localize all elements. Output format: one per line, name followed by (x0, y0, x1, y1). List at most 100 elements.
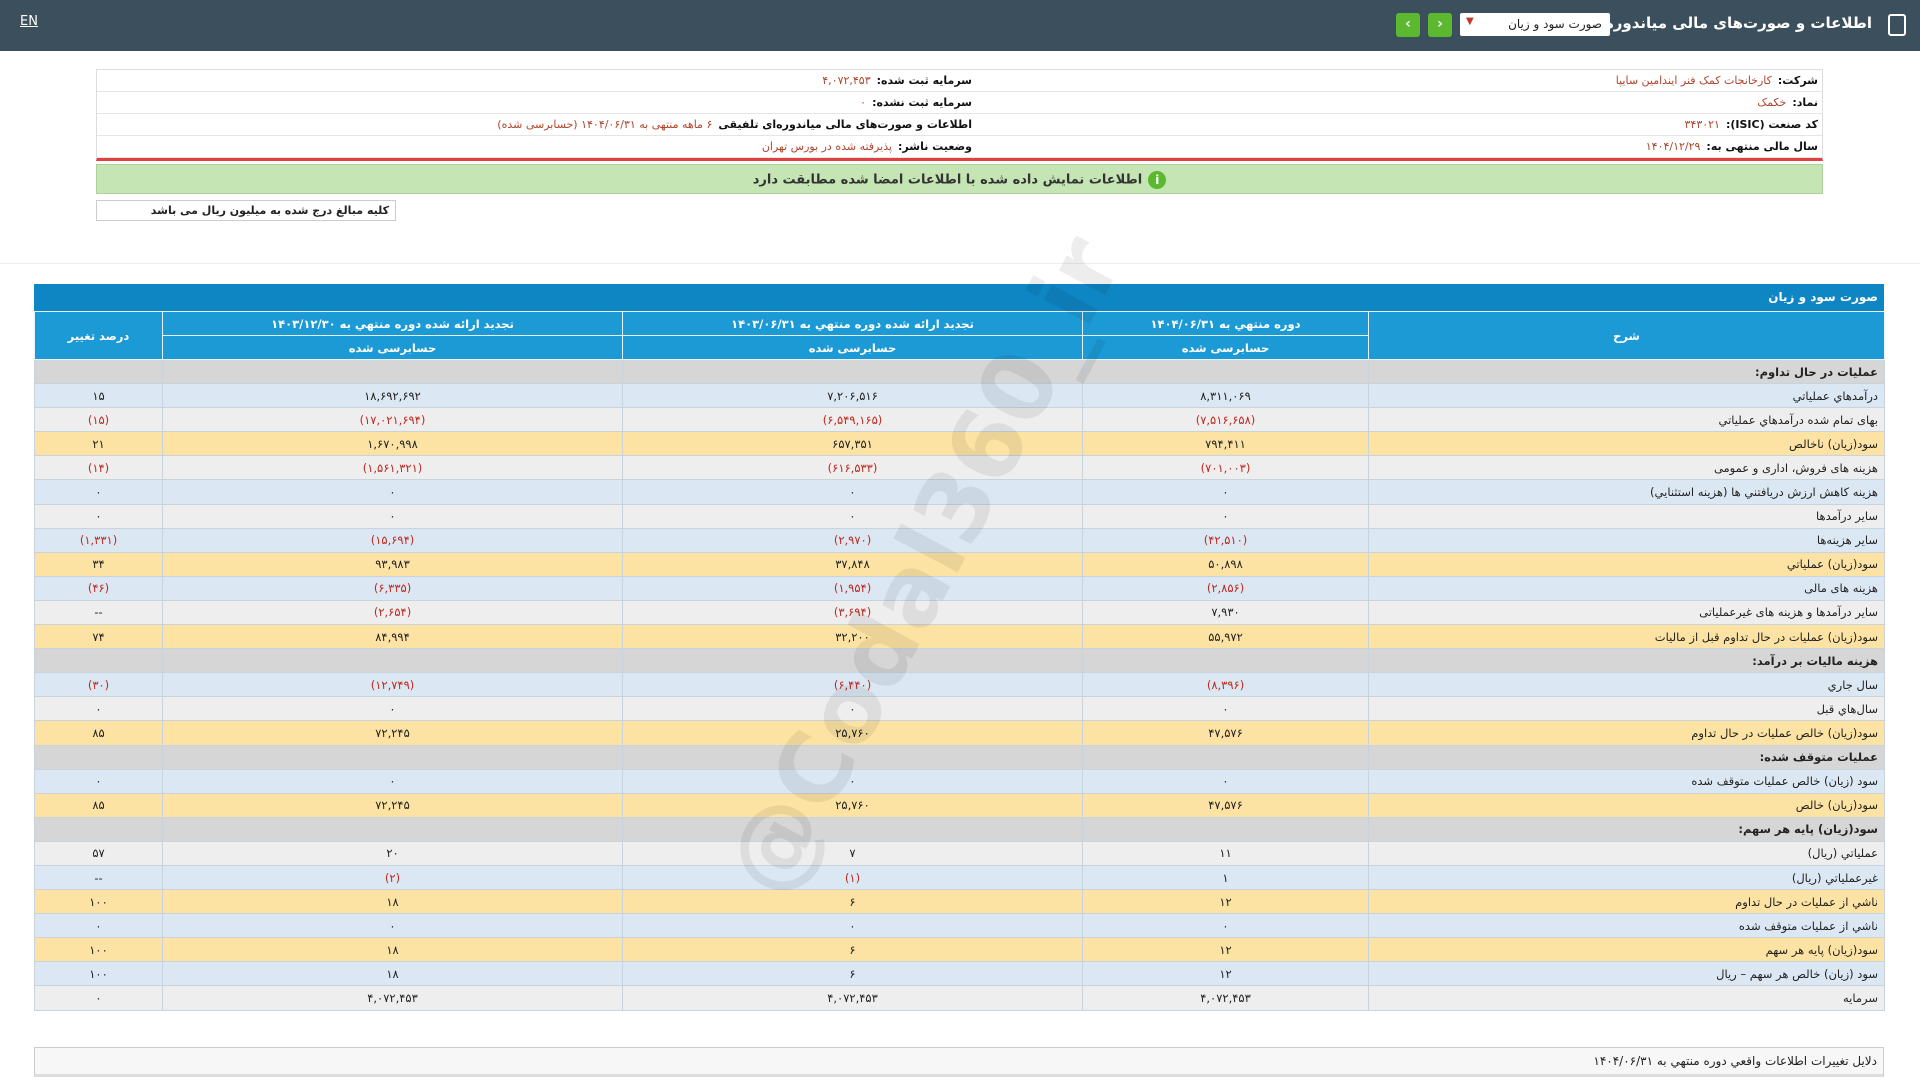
row-label: سود(زيان) پايه هر سهم (1369, 938, 1885, 962)
cell: ۷ (623, 841, 1083, 865)
cell: ۶ (623, 962, 1083, 986)
info-right: شرکت:کارخانجات کمک فنر ایندامین سایپا (1616, 74, 1818, 87)
empty-cell (163, 817, 623, 841)
cell: ۰ (1083, 914, 1369, 938)
cell: ۱۱ (1083, 841, 1369, 865)
cell: ۱ (1083, 865, 1369, 889)
cell: ۶ (623, 938, 1083, 962)
empty-cell (35, 649, 163, 673)
cell: ۴,۰۷۲,۴۵۳ (623, 986, 1083, 1010)
cell: (۳,۶۹۴) (623, 600, 1083, 624)
prev-button[interactable]: ‹ (1396, 13, 1420, 37)
data-row: ساير درآمدها و هزينه هاى غيرعملياتى۷,۹۳۰… (35, 600, 1885, 624)
cell: ۰ (623, 504, 1083, 528)
cell: ۰ (1083, 697, 1369, 721)
data-row: سود(زيان) خالص عمليات در حال تداوم۴۷,۵۷۶… (35, 721, 1885, 745)
empty-cell (623, 360, 1083, 384)
info-value: ۱۴۰۴/۱۲/۲۹ (1646, 140, 1701, 153)
row-label: سود(زيان) ناخالص (1369, 432, 1885, 456)
cell: ۰ (35, 480, 163, 504)
data-row: هزينه کاهش ارزش دريافتني ها (هزينه استثن… (35, 480, 1885, 504)
data-row: هزينه هاى مالى(۲,۸۵۶)(۱,۹۵۴)(۶,۳۳۵)(۴۶) (35, 576, 1885, 600)
info-value: ۶ ماهه منتهی به ۱۴۰۴/۰۶/۳۱ (حسابرسی شده) (497, 118, 712, 131)
empty-cell (623, 817, 1083, 841)
empty-cell (1083, 745, 1369, 769)
info-left: سرمایه ثبت شده:۴,۰۷۲,۴۵۳ (822, 74, 972, 87)
cell: (۱,۹۵۴) (623, 576, 1083, 600)
row-label: عملياتي (ريال) (1369, 841, 1885, 865)
unit-note: کلیه مبالغ درج شده به میلیون ریال می باش… (96, 200, 396, 221)
subcolumn-header: حسابرسی شده (623, 336, 1083, 360)
cell: ۳۷,۸۴۸ (623, 552, 1083, 576)
changes-section: دلايل تغييرات اطلاعات واقعي دوره منتهي ب… (34, 1047, 1884, 1077)
cell: ۴,۰۷۲,۴۵۳ (163, 986, 623, 1010)
data-row: عملياتي (ريال)۱۱۷۲۰۵۷ (35, 841, 1885, 865)
cell: ۱۲ (1083, 938, 1369, 962)
info-label: اطلاعات و صورت‌های مالی میاندوره‌ای تلفی… (718, 118, 972, 131)
cell: ۰ (35, 914, 163, 938)
cell: ۸۵ (35, 721, 163, 745)
report-dropdown[interactable]: صورت سود و زیان▼ (1460, 13, 1610, 36)
cell: (۷,۵۱۶,۶۵۸) (1083, 408, 1369, 432)
info-label: نماد: (1792, 96, 1818, 109)
cell: ۰ (163, 697, 623, 721)
row-label: ساير درآمدها و هزينه هاى غيرعملياتى (1369, 600, 1885, 624)
column-header: تجديد ارائه شده دوره منتهي به ۱۴۰۳/۱۲/۳۰ (163, 312, 623, 336)
section-row: هزينه ماليات بر درآمد: (35, 649, 1885, 673)
cell: (۲) (163, 865, 623, 889)
cell: ۳۲,۲۰۰ (623, 625, 1083, 649)
cell: ۱۲ (1083, 962, 1369, 986)
info-right: سال مالی منتهی به: ۱۴۰۴/۱۲/۲۹ (1646, 140, 1818, 153)
info-right: نماد: خکمک (1757, 96, 1818, 109)
info-row: سال مالی منتهی به: ۱۴۰۴/۱۲/۲۹ وضعیت ناشر: پ… (97, 136, 1822, 158)
data-row: ناشي از عمليات در حال تداوم۱۲۶۱۸۱۰۰ (35, 890, 1885, 914)
row-label: سرمايه (1369, 986, 1885, 1010)
cell: ۰ (35, 986, 163, 1010)
column-header: شرح (1369, 312, 1885, 360)
row-label: هزينه هاى فروش، اداری و عمومى (1369, 456, 1885, 480)
cell: ۸۴,۹۹۴ (163, 625, 623, 649)
cell: ۱۸ (163, 890, 623, 914)
cell: ۵۵,۹۷۲ (1083, 625, 1369, 649)
empty-cell (1083, 360, 1369, 384)
cell: ۰ (1083, 769, 1369, 793)
data-row: سرمايه۴,۰۷۲,۴۵۳۴,۰۷۲,۴۵۳۴,۰۷۲,۴۵۳۰ (35, 986, 1885, 1010)
table-head: شرحدوره منتهي به ۱۴۰۴/۰۶/۳۱ تجديد ارائه ش… (35, 312, 1885, 360)
next-button[interactable]: › (1428, 13, 1452, 37)
cell: ۷۹۴,۴۱۱ (1083, 432, 1369, 456)
row-label: سود(زيان) پايه هر سهم: (1369, 817, 1885, 841)
cell: ۶ (623, 890, 1083, 914)
column-header: دوره منتهي به ۱۴۰۴/۰۶/۳۱ (1083, 312, 1369, 336)
info-label: سال مالی منتهی به: (1706, 140, 1818, 153)
row-label: ناشي از عمليات متوقف شده (1369, 914, 1885, 938)
row-label: سود(زيان) خالص عمليات در حال تداوم (1369, 721, 1885, 745)
info-value: خکمک (1757, 96, 1786, 109)
info-value: پذیرفته شده در بورس تهران (762, 140, 892, 153)
cell: (۶,۳۳۵) (163, 576, 623, 600)
info-row: شرکت:کارخانجات کمک فنر ایندامین سایپا سرم… (97, 70, 1822, 92)
info-left: وضعیت ناشر: پذیرفته شده در بورس تهران (762, 140, 972, 153)
cell: ۶۵۷,۳۵۱ (623, 432, 1083, 456)
row-label: عمليات متوقف شده: (1369, 745, 1885, 769)
language-link[interactable]: EN (20, 14, 38, 29)
data-row: سود(زيان) عمليات در حال تداوم قبل از مال… (35, 625, 1885, 649)
empty-cell (35, 745, 163, 769)
cell: ۰ (623, 914, 1083, 938)
dropdown-caret: ▼ (1466, 16, 1474, 27)
data-row: سود(زيان) عملياتي۵۰,۸۹۸۳۷,۸۴۸۹۳,۹۸۳۳۴ (35, 552, 1885, 576)
cell: ۱۵ (35, 384, 163, 408)
empty-cell (35, 360, 163, 384)
cell: (۱,۳۳۱) (35, 528, 163, 552)
row-label: هزينه ماليات بر درآمد: (1369, 649, 1885, 673)
info-label: وضعیت ناشر: (898, 140, 972, 153)
cell: (۱۵,۶۹۴) (163, 528, 623, 552)
empty-cell (163, 360, 623, 384)
data-row: ناشي از عمليات متوقف شده۰۰۰۰ (35, 914, 1885, 938)
cell: ۰ (623, 697, 1083, 721)
cell: ۷,۹۳۰ (1083, 600, 1369, 624)
section-row: سود(زيان) پايه هر سهم: (35, 817, 1885, 841)
report-icon (1888, 14, 1906, 36)
cell: ۱۸ (163, 962, 623, 986)
cell: ۸۵ (35, 793, 163, 817)
